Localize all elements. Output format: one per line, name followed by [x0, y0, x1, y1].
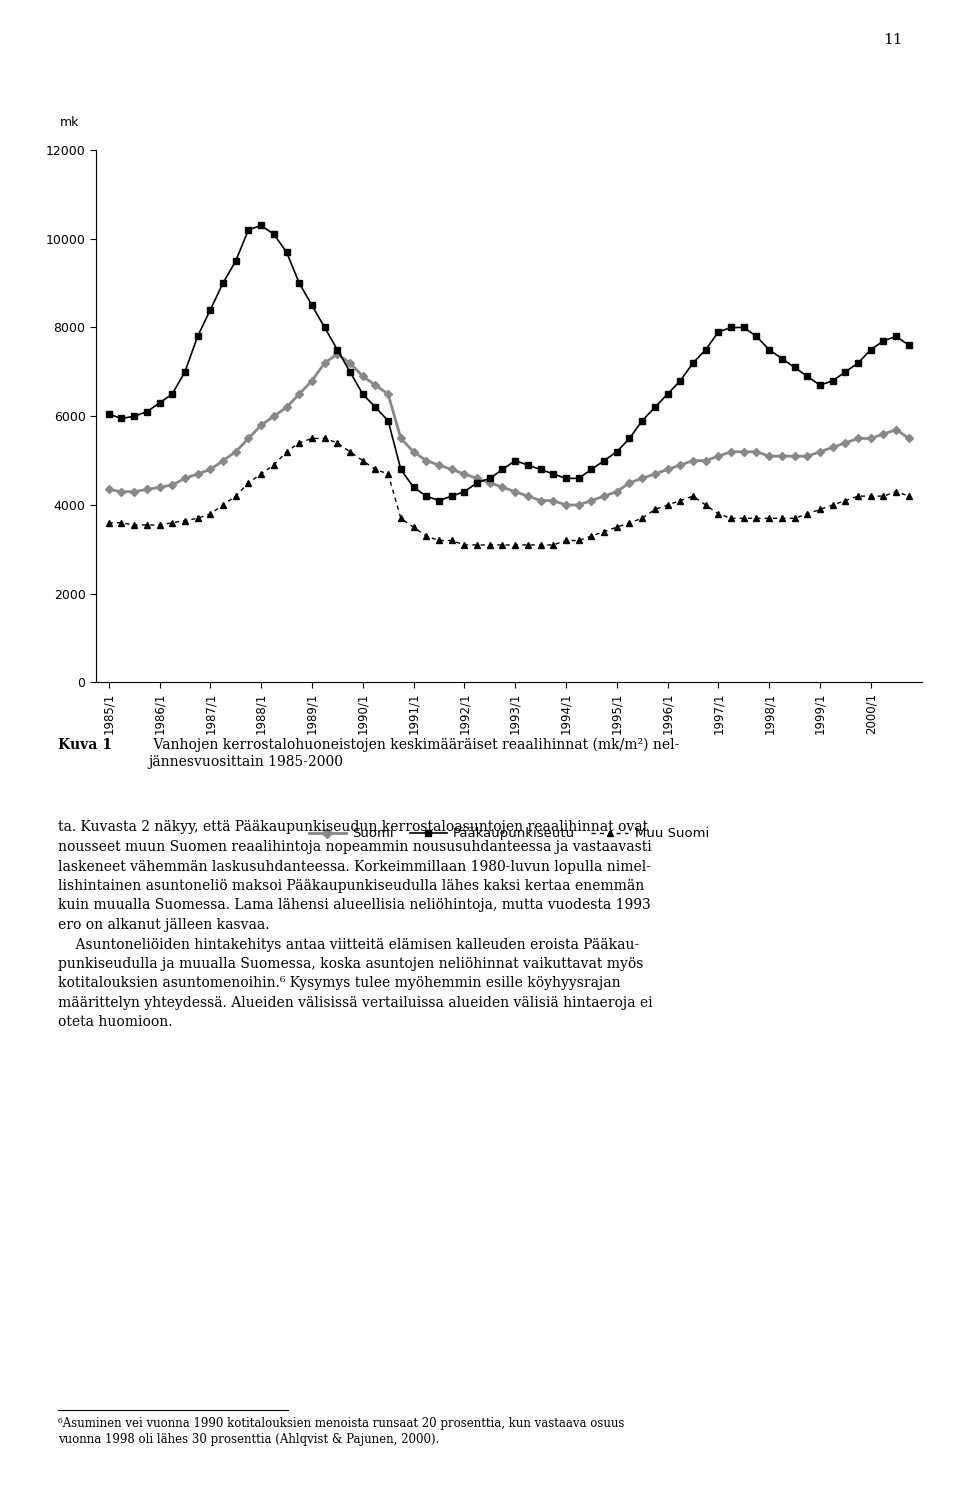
Text: Kuva 1: Kuva 1	[58, 738, 111, 752]
Legend: Suomi, Pääkaupunkiseutu, Muu Suomi: Suomi, Pääkaupunkiseutu, Muu Suomi	[303, 822, 714, 846]
Text: mk: mk	[60, 116, 80, 129]
Text: Vanhojen kerrostalohuoneistojen keskimääräiset reaalihinnat (mk/m²) nel-
jännesv: Vanhojen kerrostalohuoneistojen keskimää…	[149, 738, 679, 768]
Text: 11: 11	[883, 33, 902, 46]
Text: ta. Kuvasta 2 näkyy, että Pääkaupunkiseudun kerrostaloasuntojen reaalihinnat ova: ta. Kuvasta 2 näkyy, että Pääkaupunkiseu…	[58, 821, 652, 1029]
Text: ⁶Asuminen vei vuonna 1990 kotitalouksien menoista runsaat 20 prosenttia, kun vas: ⁶Asuminen vei vuonna 1990 kotitalouksien…	[58, 1418, 624, 1446]
